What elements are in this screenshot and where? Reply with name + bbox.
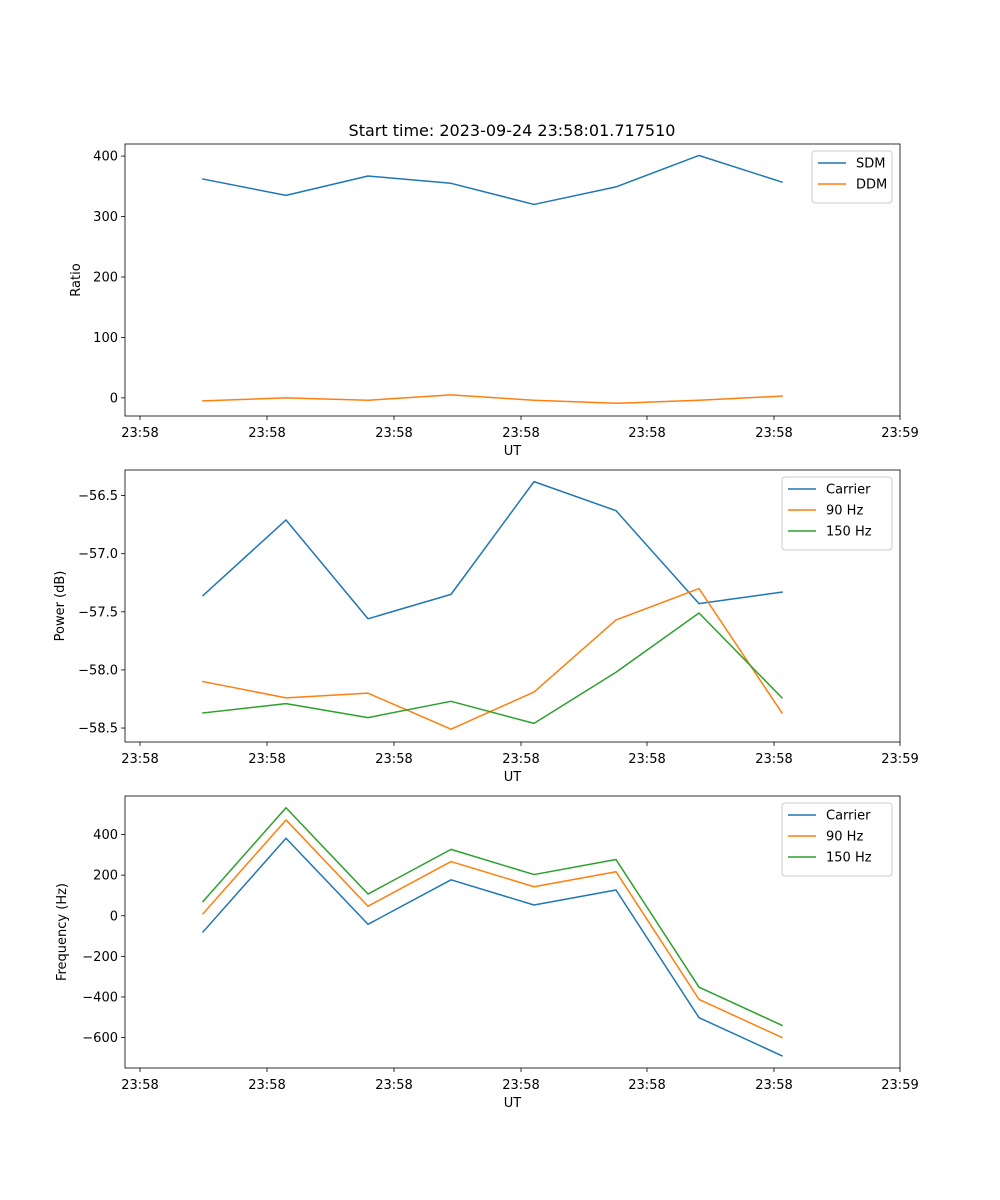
- y-tick-label: −400: [82, 990, 118, 1005]
- y-tick-label: −58.0: [78, 663, 118, 678]
- chart-panel-3: 23:58 23:58 23:58 23:58 23:58 23:58 23:59 400 20…: [55, 795, 919, 1111]
- x-tick-label: 23:59: [881, 752, 918, 767]
- x-tick-label: 23:58: [121, 1078, 158, 1093]
- y-tick-label: 0: [110, 391, 118, 406]
- y-tick-label: −56.5: [78, 489, 118, 504]
- x-tick-label: 23:58: [248, 1078, 285, 1093]
- x-tick-label: 23:58: [628, 426, 665, 441]
- series-line-ddm: [202, 394, 783, 405]
- legend: SDM DDM: [811, 150, 893, 204]
- x-axis-label: UT: [504, 770, 522, 785]
- y-tick-label: −57.5: [78, 605, 118, 620]
- x-tick-label: 23:58: [121, 752, 158, 767]
- x-tick-label: 23:58: [121, 426, 158, 441]
- x-axis-label: UT: [504, 444, 522, 459]
- legend-entry: Carrier: [826, 809, 871, 824]
- x-tick-label: 23:59: [881, 1078, 918, 1093]
- x-tick-label: 23:58: [375, 1078, 412, 1093]
- x-tick-label: 23:59: [881, 426, 918, 441]
- x-axis-label: UT: [504, 1096, 522, 1111]
- y-axis-label: Power (dB): [53, 571, 68, 642]
- panels: 23:58 23:58 23:58 23:58 23:58 23:58 23:59 0 100 2…: [53, 143, 919, 1111]
- y-tick-label: −57.0: [78, 547, 118, 562]
- series-line-90-hz: [202, 587, 784, 730]
- legend-entry: 150 Hz: [826, 851, 872, 866]
- legend: Carrier 90 Hz 150 Hz: [781, 476, 893, 551]
- legend-entry: 90 Hz: [826, 830, 863, 845]
- series-line-150-hz: [201, 807, 783, 1027]
- y-tick-label: 100: [93, 331, 118, 346]
- legend-entry: 90 Hz: [826, 504, 863, 519]
- y-tick-label: 0: [110, 909, 118, 924]
- y-tick-label: −200: [82, 950, 118, 965]
- chart-panel-2: 23:58 23:58 23:58 23:58 23:58 23:58 23:59 −56.5…: [53, 469, 919, 785]
- y-axis-label: Frequency (Hz): [55, 883, 70, 981]
- x-tick-label: 23:58: [502, 1078, 539, 1093]
- y-tick-label: 300: [93, 210, 118, 225]
- series-line-150-hz: [202, 612, 784, 725]
- x-tick-label: 23:58: [375, 752, 412, 767]
- axes-frame: [124, 469, 901, 743]
- x-tick-label: 23:58: [755, 752, 792, 767]
- legend-entry: 150 Hz: [826, 525, 872, 540]
- y-tick-label: 400: [93, 828, 118, 843]
- x-tick-label: 23:58: [628, 1078, 665, 1093]
- figure-title: Start time: 2023-09-24 23:58:01.717510: [349, 121, 676, 140]
- x-tick-label: 23:58: [248, 426, 285, 441]
- axes-frame: [124, 143, 901, 417]
- legend-entry: DDM: [856, 178, 887, 193]
- y-tick-label: −600: [82, 1031, 118, 1046]
- x-tick-label: 23:58: [502, 426, 539, 441]
- x-tick-label: 23:58: [502, 752, 539, 767]
- x-tick-label: 23:58: [375, 426, 412, 441]
- y-tick-label: 400: [93, 150, 118, 165]
- chart-panel-1: 23:58 23:58 23:58 23:58 23:58 23:58 23:59 0 100 2…: [69, 143, 919, 459]
- legend-box: [811, 150, 893, 204]
- x-tick-label: 23:58: [248, 752, 285, 767]
- legend: Carrier 90 Hz 150 Hz: [781, 802, 893, 877]
- x-tick-label: 23:58: [628, 752, 665, 767]
- series-line-carrier: [201, 480, 783, 620]
- series-line-90-hz: [201, 819, 783, 1039]
- series-line-sdm: [202, 154, 783, 206]
- y-tick-label: 200: [93, 869, 118, 884]
- x-tick-label: 23:58: [755, 1078, 792, 1093]
- x-tick-label: 23:58: [755, 426, 792, 441]
- y-axis-label: Ratio: [69, 263, 84, 296]
- series-line-carrier: [201, 837, 783, 1057]
- y-tick-label: −58.5: [78, 722, 118, 737]
- legend-entry: Carrier: [826, 483, 871, 498]
- axes-frame: [124, 795, 901, 1069]
- legend-entry: SDM: [856, 157, 885, 172]
- y-tick-label: 200: [93, 270, 118, 285]
